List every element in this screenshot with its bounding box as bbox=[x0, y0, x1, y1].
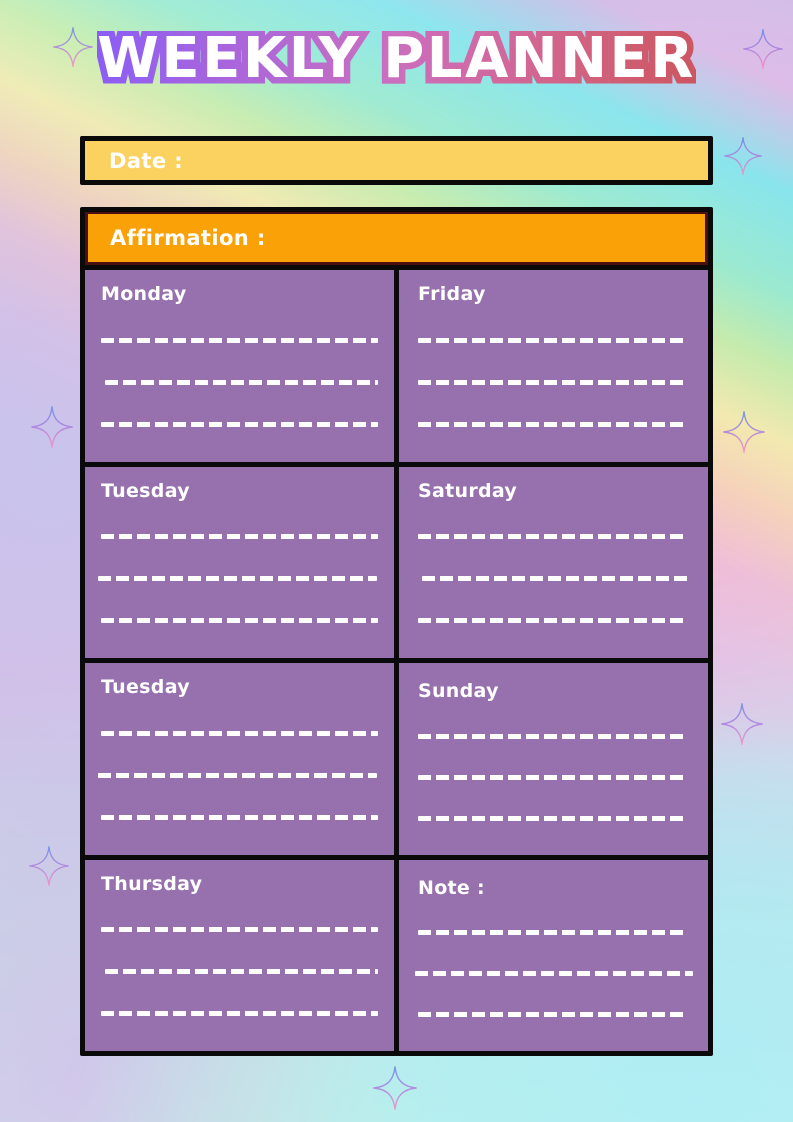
dashed-writing-line[interactable] bbox=[418, 1012, 688, 1018]
dashed-writing-line[interactable] bbox=[101, 1011, 378, 1017]
day-cell-friday-1[interactable]: Friday bbox=[399, 270, 708, 462]
day-cell-label: Saturday bbox=[418, 479, 518, 502]
day-cell-monday-1[interactable]: Monday bbox=[85, 270, 394, 462]
day-cell-label: Tuesday bbox=[101, 479, 190, 502]
planner-main-block: Affirmation : Monday Friday Tuesday Saturda… bbox=[80, 207, 713, 1056]
day-cell-note-4[interactable]: Note : bbox=[399, 859, 708, 1051]
day-cell-saturday-2[interactable]: Saturday bbox=[399, 466, 708, 658]
dashed-writing-line[interactable] bbox=[105, 379, 378, 385]
date-label: Date : bbox=[109, 148, 183, 173]
dashed-writing-line[interactable] bbox=[101, 730, 378, 736]
date-field[interactable]: Date : bbox=[80, 136, 713, 185]
day-cell-label: Note : bbox=[418, 876, 485, 899]
dashed-writing-line[interactable] bbox=[418, 733, 688, 739]
day-cell-tuesday-3[interactable]: Tuesday bbox=[85, 663, 394, 855]
affirmation-field[interactable]: Affirmation : bbox=[85, 212, 708, 265]
day-cell-label: Monday bbox=[101, 283, 187, 305]
dashed-writing-line[interactable] bbox=[418, 534, 688, 540]
title-stack: WEEKLY PLANNER WEEKLY PLANNER bbox=[91, 24, 700, 93]
dashed-writing-line[interactable] bbox=[101, 618, 378, 624]
dashed-writing-line[interactable] bbox=[418, 618, 688, 624]
day-cell-label: Thursday bbox=[101, 872, 203, 895]
day-cell-sunday-3[interactable]: Sunday bbox=[399, 663, 708, 855]
day-grid: Monday Friday Tuesday Saturday Tuesday Sunday… bbox=[85, 265, 708, 1051]
dashed-writing-line[interactable] bbox=[98, 576, 377, 582]
writing-lines bbox=[418, 716, 694, 845]
dashed-writing-line[interactable] bbox=[418, 930, 688, 936]
day-cell-label: Tuesday bbox=[101, 676, 190, 698]
writing-lines bbox=[415, 913, 694, 1042]
affirmation-label: Affirmation : bbox=[110, 226, 266, 250]
dashed-writing-line[interactable] bbox=[422, 576, 688, 582]
dashed-writing-line[interactable] bbox=[101, 927, 378, 933]
day-cell-tuesday-2[interactable]: Tuesday bbox=[85, 466, 394, 658]
dashed-writing-line[interactable] bbox=[418, 421, 688, 427]
dashed-writing-line[interactable] bbox=[101, 337, 378, 343]
writing-lines bbox=[101, 319, 378, 452]
dashed-writing-line[interactable] bbox=[101, 421, 378, 427]
dashed-writing-line[interactable] bbox=[418, 337, 688, 343]
dashed-writing-line[interactable] bbox=[101, 814, 378, 820]
dashed-writing-line[interactable] bbox=[98, 772, 377, 778]
day-cell-label: Sunday bbox=[418, 680, 499, 702]
writing-lines bbox=[418, 319, 694, 452]
title-outline: WEEKLY PLANNER bbox=[91, 24, 700, 93]
dashed-writing-line[interactable] bbox=[418, 774, 688, 780]
page-title: WEEKLY PLANNER WEEKLY PLANNER bbox=[0, 24, 793, 111]
title-fill: WEEKLY PLANNER bbox=[97, 26, 696, 91]
writing-lines bbox=[98, 516, 378, 649]
day-cell-thursday-4[interactable]: Thursday bbox=[85, 859, 394, 1051]
dashed-writing-line[interactable] bbox=[415, 971, 693, 977]
day-cell-label: Friday bbox=[418, 283, 486, 305]
dashed-writing-line[interactable] bbox=[418, 379, 688, 385]
dashed-writing-line[interactable] bbox=[105, 969, 378, 975]
dashed-writing-line[interactable] bbox=[418, 815, 688, 821]
writing-lines bbox=[418, 516, 694, 649]
writing-lines bbox=[98, 712, 378, 845]
writing-lines bbox=[101, 909, 378, 1042]
dashed-writing-line[interactable] bbox=[101, 534, 378, 540]
